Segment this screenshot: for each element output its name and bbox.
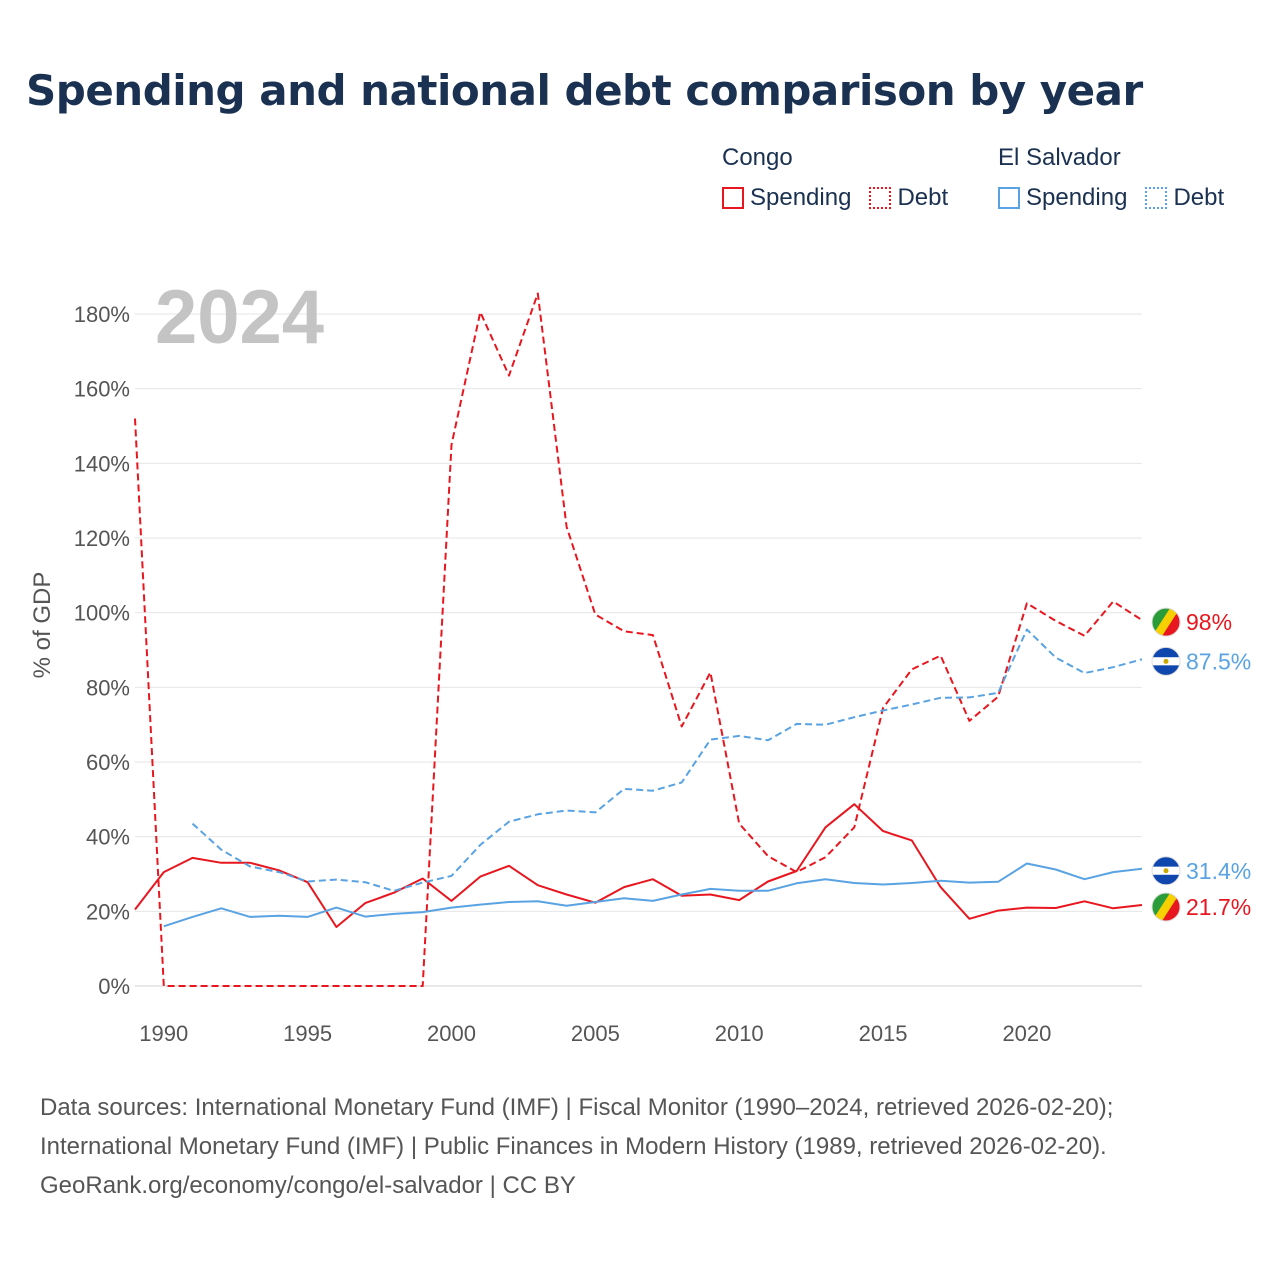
end-marker-el-salvador-spending: 31.4% <box>1151 856 1251 886</box>
series-line-el-salvador-debt <box>191 628 1143 892</box>
legend-congo-spending[interactable]: Spending <box>722 184 851 212</box>
dotted-line-swatch-icon <box>869 187 892 209</box>
y-tick-label: 160% <box>74 377 130 402</box>
x-tick-label: 2020 <box>1002 1021 1051 1046</box>
flag-outline <box>1151 607 1181 637</box>
flag-top-band <box>1152 856 1180 867</box>
y-tick-label: 60% <box>86 750 130 775</box>
end-marker-congo-spending: 21.7% <box>1151 892 1251 922</box>
congo-flag-icon <box>1152 892 1180 921</box>
x-tick-label: 2010 <box>715 1021 764 1046</box>
legend-label: Debt <box>897 184 949 211</box>
flag-outline <box>1151 856 1181 886</box>
end-marker-el-salvador-debt: 87.5% <box>1151 646 1251 676</box>
legend-congo: Congo Spending Debt <box>722 144 966 212</box>
legend-label: Spending <box>1026 184 1128 211</box>
flag-bottom-band <box>1152 665 1180 676</box>
end-marker-congo-debt: 98% <box>1151 607 1232 637</box>
y-tick-label: 0% <box>98 974 130 999</box>
end-value-label: 98% <box>1186 609 1232 635</box>
end-value-label: 21.7% <box>1186 894 1251 920</box>
el-salvador-flag-icon <box>1152 647 1180 676</box>
x-tick-label: 1995 <box>283 1021 332 1046</box>
footer-credit[interactable]: GeoRank.org/economy/congo/el-salvador | … <box>40 1172 576 1199</box>
flag-outline <box>1151 646 1181 676</box>
solid-line-swatch-icon <box>722 187 744 209</box>
legend-country-congo: Congo <box>722 144 793 171</box>
legend-el-salvador-spending[interactable]: Spending <box>998 184 1127 212</box>
footer-source-1: Data sources: International Monetary Fun… <box>40 1094 1114 1121</box>
footer-source-2: International Monetary Fund (IMF) | Publ… <box>40 1133 1107 1160</box>
y-tick-label: 180% <box>74 302 130 327</box>
year-watermark: 2024 <box>155 275 324 360</box>
congo-flag-icon <box>1152 608 1180 637</box>
el-salvador-flag-icon <box>1152 856 1180 885</box>
chart-title: Spending and national debt comparison by… <box>26 66 1143 115</box>
footer: Data sources: International Monetary Fun… <box>40 1088 1113 1205</box>
y-axis-label: % of GDP <box>29 572 56 679</box>
legend-label: Spending <box>750 184 852 211</box>
end-value-label: 31.4% <box>1186 858 1251 884</box>
y-tick-label: 80% <box>86 675 130 700</box>
flag-yellow-band <box>1152 892 1180 921</box>
x-tick-label: 2015 <box>859 1021 908 1046</box>
x-tick-label: 2005 <box>571 1021 620 1046</box>
series-line-congo-debt <box>134 292 1143 987</box>
series-line-congo-spending <box>134 803 1143 928</box>
end-value-label: 87.5% <box>1186 648 1251 674</box>
legend-el-salvador: El Salvador Spending Debt <box>998 144 1242 212</box>
flag-bottom-band <box>1152 874 1180 885</box>
legend-congo-debt[interactable]: Debt <box>869 184 948 212</box>
legend-country-el-salvador: El Salvador <box>998 144 1121 171</box>
series-line-el-salvador-spending <box>163 862 1143 928</box>
x-tick-label: 1990 <box>139 1021 188 1046</box>
y-tick-label: 140% <box>74 451 130 476</box>
y-tick-label: 20% <box>86 899 130 924</box>
x-tick-label: 2000 <box>427 1021 476 1046</box>
solid-line-swatch-icon <box>998 187 1020 209</box>
flag-yellow-band <box>1152 608 1180 637</box>
legend-label: Debt <box>1173 184 1225 211</box>
y-tick-label: 120% <box>74 526 130 551</box>
y-tick-label: 40% <box>86 825 130 850</box>
y-tick-label: 100% <box>74 601 130 626</box>
flag-emblem <box>1163 868 1169 874</box>
flag-emblem <box>1163 658 1169 664</box>
flag-outline <box>1151 892 1181 922</box>
legend-el-salvador-debt[interactable]: Debt <box>1145 184 1224 212</box>
flag-top-band <box>1152 647 1180 658</box>
line-chart: 0% 20% 40% 60% 80% 100% 120% 140% 160% 180% 1990 19… <box>29 275 1251 1046</box>
dotted-line-swatch-icon <box>1145 187 1168 209</box>
